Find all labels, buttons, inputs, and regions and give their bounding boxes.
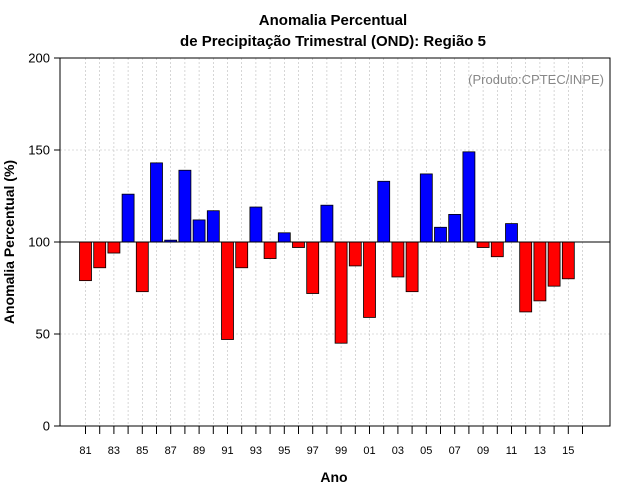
bar-03	[391, 241, 405, 278]
x-tick-label: 07	[449, 445, 461, 457]
bar-02	[377, 180, 391, 243]
x-tick-label: 83	[108, 445, 120, 457]
bar-10	[490, 241, 504, 258]
bar-01	[363, 241, 376, 318]
bar-14	[547, 241, 561, 287]
bar-88	[178, 169, 192, 243]
bar-06	[434, 226, 447, 243]
bar-94	[263, 241, 277, 259]
y-axis-ticks: 0 50 100 150 200	[28, 51, 60, 434]
y-tick-label: 200	[28, 51, 50, 66]
x-tick-label: 91	[221, 445, 233, 457]
y-tick-label: 150	[28, 143, 50, 158]
x-tick-label: 05	[420, 445, 432, 457]
y-axis-label: Anomalia Percentual (%)	[1, 160, 17, 324]
bar-91	[221, 241, 234, 340]
bar-95	[277, 232, 291, 243]
x-tick-label: 11	[506, 445, 517, 457]
bar-84	[121, 193, 135, 243]
x-axis-ticks: 81 83 85 87 89 91 93 95 97 99 01 03 05 07 09 11 13 15	[79, 426, 583, 457]
bar-07	[448, 213, 462, 243]
bar-89	[192, 219, 206, 243]
bar-layer	[79, 151, 575, 344]
x-tick-label: 09	[477, 445, 489, 457]
chart-title-line1: Anomalia Percentual	[259, 12, 407, 29]
x-tick-label: 03	[392, 445, 404, 457]
x-tick-label: 89	[193, 445, 205, 457]
bar-11	[505, 223, 518, 243]
x-tick-label: 97	[307, 445, 319, 457]
x-axis-label: Ano	[320, 469, 347, 485]
bar-99	[334, 241, 348, 344]
bar-97	[306, 241, 320, 294]
bar-98	[320, 204, 334, 243]
x-tick-label: 13	[534, 445, 546, 457]
credit-label: (Produto:CPTEC/INPE)	[468, 72, 604, 87]
x-tick-label: 87	[165, 445, 177, 457]
bar-83	[107, 241, 121, 254]
bar-93	[249, 206, 263, 243]
bar-00	[348, 241, 362, 267]
bar-92	[235, 241, 249, 269]
x-tick-label: 93	[250, 445, 262, 457]
bar-81	[79, 241, 92, 282]
bar-04	[405, 241, 419, 293]
y-tick-label: 100	[28, 235, 50, 250]
x-tick-label: 95	[278, 445, 290, 457]
bar-09	[476, 241, 490, 248]
bar-13	[533, 241, 547, 302]
x-tick-label: 99	[335, 445, 347, 457]
x-tick-label: 01	[363, 445, 375, 457]
bar-85	[135, 241, 149, 293]
bar-12	[519, 241, 533, 313]
y-tick-label: 0	[43, 419, 50, 434]
bar-86	[150, 162, 163, 243]
bar-15	[561, 241, 575, 280]
x-tick-label: 15	[562, 445, 574, 457]
y-tick-label: 50	[36, 327, 50, 342]
bar-90	[206, 210, 220, 243]
x-tick-label: 81	[79, 445, 91, 457]
x-tick-label: 85	[136, 445, 148, 457]
bar-96	[292, 241, 305, 248]
bar-82	[93, 241, 107, 269]
bar-08	[462, 151, 476, 243]
bar-05	[419, 173, 433, 243]
chart-title-line2: de Precipitação Trimestral (OND): Região…	[180, 33, 486, 50]
